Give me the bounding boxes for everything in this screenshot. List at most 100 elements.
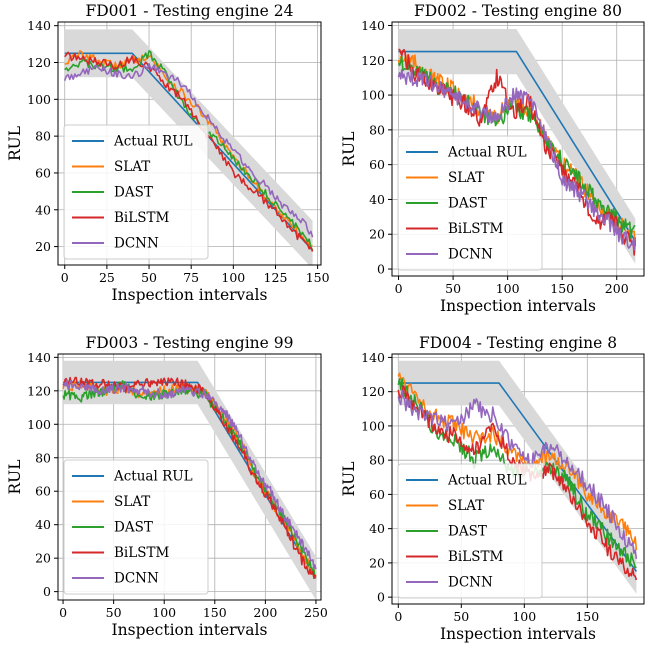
subplot-4: 0 50 100 150 0 20 40 60 80 100 120 140 FD004 - Testi…: [340, 334, 645, 643]
y-axis-label: RUL: [6, 459, 24, 494]
legend-box: [397, 135, 543, 271]
series-line: [64, 51, 314, 252]
chart-title: FD003 - Testing engine 99: [86, 334, 294, 352]
axes-frame: [391, 353, 645, 605]
x-axis-label: Inspection intervals: [440, 297, 596, 315]
legend-entry: Actual RUL: [113, 469, 193, 485]
subplot-1: 0 25 50 75 100 125 150 20 40 60 80 100 120 140 FD001 -…: [6, 2, 330, 304]
x-tick-label: 0: [394, 609, 402, 624]
x-tick-label: 100: [152, 605, 176, 620]
legend-entry: SLAT: [114, 494, 150, 510]
plot-area: [63, 29, 314, 265]
x-tick-label: 100: [221, 270, 245, 285]
series-line: [397, 372, 638, 551]
y-axis-label: RUL: [340, 131, 358, 166]
y-tick-label: 40: [369, 521, 385, 536]
legend-entry: DAST: [114, 185, 153, 201]
series-line: [63, 379, 317, 570]
chart-title: FD004 - Testing engine 8: [419, 334, 617, 352]
x-axis-label: Inspection intervals: [112, 286, 268, 304]
y-tick-label: 80: [35, 129, 51, 144]
series-line: [397, 68, 637, 251]
y-tick-label: 0: [377, 590, 385, 605]
subplot-2: 0 50 100 150 200 0 20 40 60 80 100 120 140 FD002 - Te…: [340, 2, 645, 315]
y-tick-label: 100: [361, 418, 385, 433]
series-line: [63, 63, 314, 238]
chart-title: FD001 - Testing engine 24: [86, 2, 294, 20]
x-tick-label: 0: [61, 270, 69, 285]
y-tick-label: 0: [377, 262, 385, 277]
y-axis-label: RUL: [340, 461, 358, 496]
y-tick-label: 60: [369, 157, 385, 172]
x-tick-label: 0: [395, 281, 403, 296]
x-tick-label: 150: [575, 609, 599, 624]
y-tick-label: 20: [369, 227, 385, 242]
y-tick-label: 140: [27, 18, 51, 33]
legend-box: [63, 459, 209, 595]
legend: Actual RUL SLAT DAST BiLSTM DCNN: [397, 135, 543, 271]
y-tick-label: 40: [35, 202, 51, 217]
axes-frame: [57, 21, 322, 266]
x-tick-label: 100: [496, 281, 520, 296]
y-tick-label: 40: [35, 517, 51, 532]
subplot-3: 0 50 100 150 200 250 0 20 40 60 80 100 120 140 FD003 -…: [6, 334, 328, 639]
x-tick-label: 125: [264, 270, 288, 285]
x-tick-label: 25: [99, 270, 115, 285]
series-line: [64, 50, 314, 251]
y-tick-label: 20: [35, 239, 51, 254]
x-tick-label: 50: [453, 609, 469, 624]
y-tick-label: 100: [27, 417, 51, 432]
legend-entry: DCNN: [448, 247, 493, 263]
axes-frame: [57, 353, 322, 601]
legend-entry: Actual RUL: [113, 134, 193, 150]
x-tick-label: 50: [445, 281, 461, 296]
y-tick-label: 140: [361, 350, 385, 365]
y-tick-label: 80: [35, 450, 51, 465]
plot-area: [62, 360, 317, 600]
y-tick-label: 120: [361, 384, 385, 399]
y-tick-label: 0: [43, 584, 51, 599]
x-tick-label: 150: [306, 270, 330, 285]
y-tick-label: 20: [369, 555, 385, 570]
legend-entry: Actual RUL: [447, 145, 527, 161]
y-tick-label: 120: [27, 55, 51, 70]
y-tick-label: 80: [369, 122, 385, 137]
y-tick-label: 60: [369, 487, 385, 502]
y-tick-label: 80: [369, 453, 385, 468]
legend-box: [63, 124, 209, 260]
x-tick-label: 200: [253, 605, 277, 620]
legend-entry: BiLSTM: [448, 221, 503, 237]
series-line: [62, 376, 317, 579]
series-line: [398, 50, 636, 242]
x-tick-label: 50: [106, 605, 122, 620]
plot-area: [397, 29, 637, 264]
series-line: [64, 52, 314, 251]
x-axis-label: Inspection intervals: [440, 625, 596, 643]
legend-entry: Actual RUL: [447, 473, 527, 489]
series-line: [398, 382, 638, 572]
y-axis-label: RUL: [6, 126, 24, 161]
x-tick-label: 150: [203, 605, 227, 620]
y-tick-label: 60: [35, 165, 51, 180]
legend: Actual RUL SLAT DAST BiLSTM DCNN: [63, 459, 209, 595]
y-tick-label: 100: [27, 92, 51, 107]
x-axis-label: Inspection intervals: [112, 621, 268, 639]
legend-entry: BiLSTM: [114, 545, 169, 561]
y-tick-label: 20: [35, 551, 51, 566]
legend-entry: DCNN: [114, 236, 159, 252]
y-tick-label: 40: [369, 192, 385, 207]
legend-entry: SLAT: [448, 498, 484, 514]
y-tick-label: 120: [361, 53, 385, 68]
x-tick-label: 100: [512, 609, 536, 624]
legend-box: [397, 463, 543, 599]
legend: Actual RUL SLAT DAST BiLSTM DCNN: [63, 124, 209, 260]
legend-entry: SLAT: [114, 159, 150, 175]
legend-entry: SLAT: [448, 170, 484, 186]
legend: Actual RUL SLAT DAST BiLSTM DCNN: [397, 463, 543, 599]
x-tick-label: 150: [550, 281, 574, 296]
legend-entry: DCNN: [448, 575, 493, 591]
series-line: [397, 389, 638, 560]
legend-entry: BiLSTM: [114, 210, 169, 226]
series-line: [398, 48, 637, 256]
